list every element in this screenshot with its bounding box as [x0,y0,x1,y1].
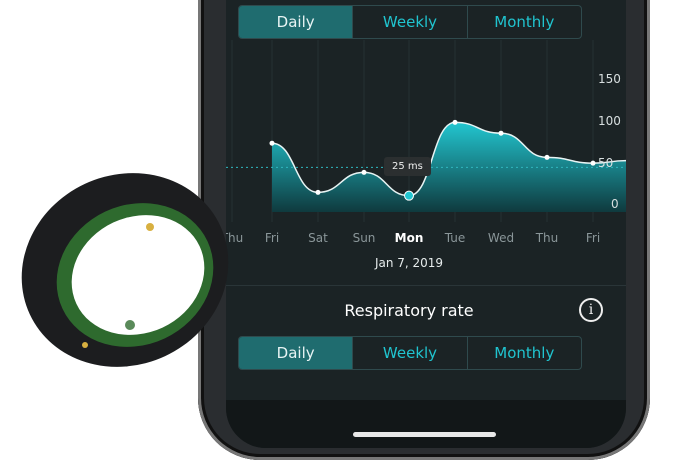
data-point [544,154,550,160]
info-icon[interactable]: i [579,298,603,322]
y-tick: 150 [598,72,621,86]
tooltip: 25 ms [384,157,431,176]
y-tick: 0 [611,197,619,211]
home-indicator[interactable] [353,432,496,437]
x-tick-fri[interactable]: Fri [585,231,601,245]
smart-ring-image [21,173,229,367]
tab-daily[interactable]: Daily [239,6,353,38]
x-tick-mon[interactable]: Mon [394,231,424,245]
x-tick-fri[interactable]: Fri [264,231,280,245]
bottom-bar [226,400,626,448]
series-line [271,121,626,197]
tab-weekly[interactable]: Weekly [352,6,466,38]
y-tick: 100 [598,114,621,128]
hrv-period-tabs: Daily Weekly Monthly [238,5,582,39]
x-tick-sat[interactable]: Sat [308,231,328,245]
hrv-chart[interactable] [226,0,626,230]
respiratory-title: Respiratory rate [344,301,474,320]
x-tick-wed[interactable]: Wed [487,231,515,245]
data-point [361,169,367,175]
date-label: Jan 7, 2019 [374,256,444,270]
x-tick-thu[interactable]: Thu [535,231,559,245]
data-point [590,160,596,166]
data-point [269,140,275,146]
area-fill [272,122,626,212]
phone-screen: Daily Weekly Monthly 150 100 50 0 Thu Fri… [226,0,626,448]
y-tick: 50 [598,156,614,170]
x-tick-sun[interactable]: Sun [352,231,376,245]
data-point [452,119,458,125]
data-point [315,189,321,195]
tab-monthly[interactable]: Monthly [466,337,581,369]
data-point [404,190,414,201]
tab-weekly[interactable]: Weekly [352,337,466,369]
data-point [498,130,504,136]
tab-daily[interactable]: Daily [239,337,353,369]
x-tick-tue[interactable]: Tue [444,231,466,245]
tab-monthly[interactable]: Monthly [466,6,581,38]
x-tick-thu[interactable]: Thu [226,231,244,245]
resp-period-tabs: Daily Weekly Monthly [238,336,582,370]
divider [226,285,626,286]
